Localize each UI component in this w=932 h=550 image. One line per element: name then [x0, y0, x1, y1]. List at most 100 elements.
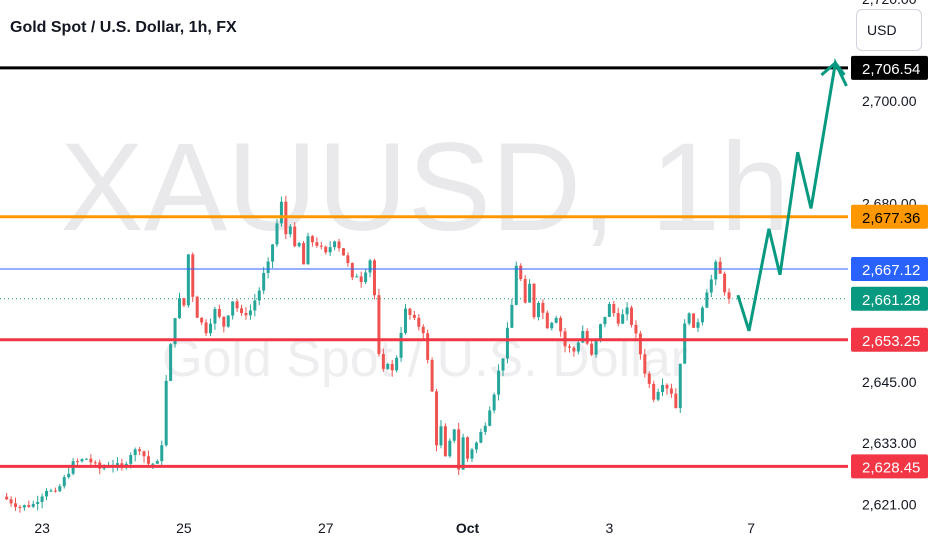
time-tick-label: 27 [318, 520, 334, 536]
candle-body [439, 426, 443, 446]
candle-body [155, 461, 159, 464]
candle-body [656, 392, 660, 400]
price-axis-badges: 2,706.54 2,677.36 2,667.12 2,653.25 2,628.45… [851, 55, 928, 479]
candle-body [248, 310, 252, 316]
candle-body [661, 384, 665, 393]
time-axis[interactable]: 23 25 27 Oct 3 7 [34, 520, 755, 536]
candle-body [483, 425, 487, 432]
price-badge [851, 454, 928, 479]
candle-body [683, 323, 687, 364]
candle-body [638, 333, 642, 355]
price-tick-label: 2,645.00 [862, 374, 917, 390]
candle-body [191, 254, 195, 297]
price-badge [851, 257, 928, 282]
candle-body [678, 363, 682, 409]
candle-body [652, 383, 656, 400]
candle-body [266, 261, 270, 273]
candle-body [630, 307, 634, 325]
candle-body [590, 343, 594, 355]
candle-body [93, 462, 97, 464]
candle-body [288, 226, 292, 235]
candle-body [443, 426, 447, 457]
candle-body [31, 503, 35, 507]
candle-body [45, 490, 49, 497]
candle-body [341, 248, 345, 256]
projection-path [736, 58, 848, 332]
candle-body [714, 261, 718, 280]
candle-body [115, 463, 119, 465]
price-badge-label: 2,628.45 [862, 459, 920, 476]
candle-body [559, 317, 563, 332]
candle-body [687, 313, 691, 324]
candle-body [674, 393, 678, 409]
candle-body [519, 265, 523, 280]
candle-body [696, 322, 700, 328]
candle-body [399, 332, 403, 358]
candle-body [567, 346, 571, 348]
candle-body [541, 302, 545, 313]
price-badge [851, 55, 928, 80]
candle-body [359, 276, 363, 283]
candle-body [195, 296, 199, 318]
candle-body [324, 246, 328, 253]
candle-body [505, 327, 509, 359]
candle-body [377, 295, 381, 354]
candle-body [297, 243, 301, 247]
candle-body [718, 261, 722, 274]
candle-body [386, 364, 390, 369]
candle-body [435, 391, 439, 446]
candle-body [200, 317, 204, 323]
price-tick-label: 2,700.00 [862, 93, 917, 109]
candle-body [723, 273, 727, 293]
candle-body [412, 315, 416, 318]
candle-body [49, 490, 53, 492]
candle-body [9, 499, 13, 504]
candle-body [222, 316, 226, 327]
candle-body [58, 486, 62, 492]
candle-body [395, 357, 399, 371]
candle-body [554, 317, 558, 323]
candle-body [355, 276, 359, 278]
candle-body [271, 244, 275, 262]
candle-body [226, 315, 230, 327]
candle-body [448, 440, 452, 457]
candle-body [408, 308, 412, 316]
horizontal-levels [0, 66, 848, 468]
candle-body [368, 260, 372, 273]
candle-body [142, 451, 146, 457]
candle-body [528, 283, 532, 303]
candle-body [164, 380, 168, 446]
candle-body [18, 506, 22, 508]
candle-body [138, 449, 142, 452]
price-badge-label: 2,661.28 [862, 292, 920, 309]
candle-body [40, 496, 44, 502]
candle-body [328, 247, 332, 253]
candle-body [350, 263, 354, 278]
candle-body [621, 314, 625, 324]
candle-body [36, 501, 40, 504]
candle-body [53, 490, 57, 492]
candle-body [346, 255, 350, 264]
candle-body [492, 394, 496, 411]
candle-body [186, 254, 190, 306]
candle-body [315, 242, 319, 246]
candle-body [262, 272, 266, 291]
candle-body [457, 429, 461, 470]
candle-body [727, 292, 731, 299]
price-badge-label: 2,706.54 [862, 61, 920, 78]
price-badge-label: 2,667.12 [862, 262, 920, 279]
time-tick-label: 25 [176, 520, 192, 536]
candle-body [669, 388, 673, 394]
candle-body [372, 260, 376, 296]
candle-body [421, 326, 425, 334]
candle-body [5, 496, 9, 500]
price-tick-label: 2,633.00 [862, 435, 917, 451]
candle-body [244, 313, 248, 316]
watermark-symbol: XAUUSD, 1h [60, 118, 789, 257]
currency-button[interactable]: USD [856, 9, 922, 51]
candle-body [80, 459, 84, 462]
candle-body [160, 445, 164, 462]
candle-body [204, 322, 208, 334]
candle-body [479, 431, 483, 443]
